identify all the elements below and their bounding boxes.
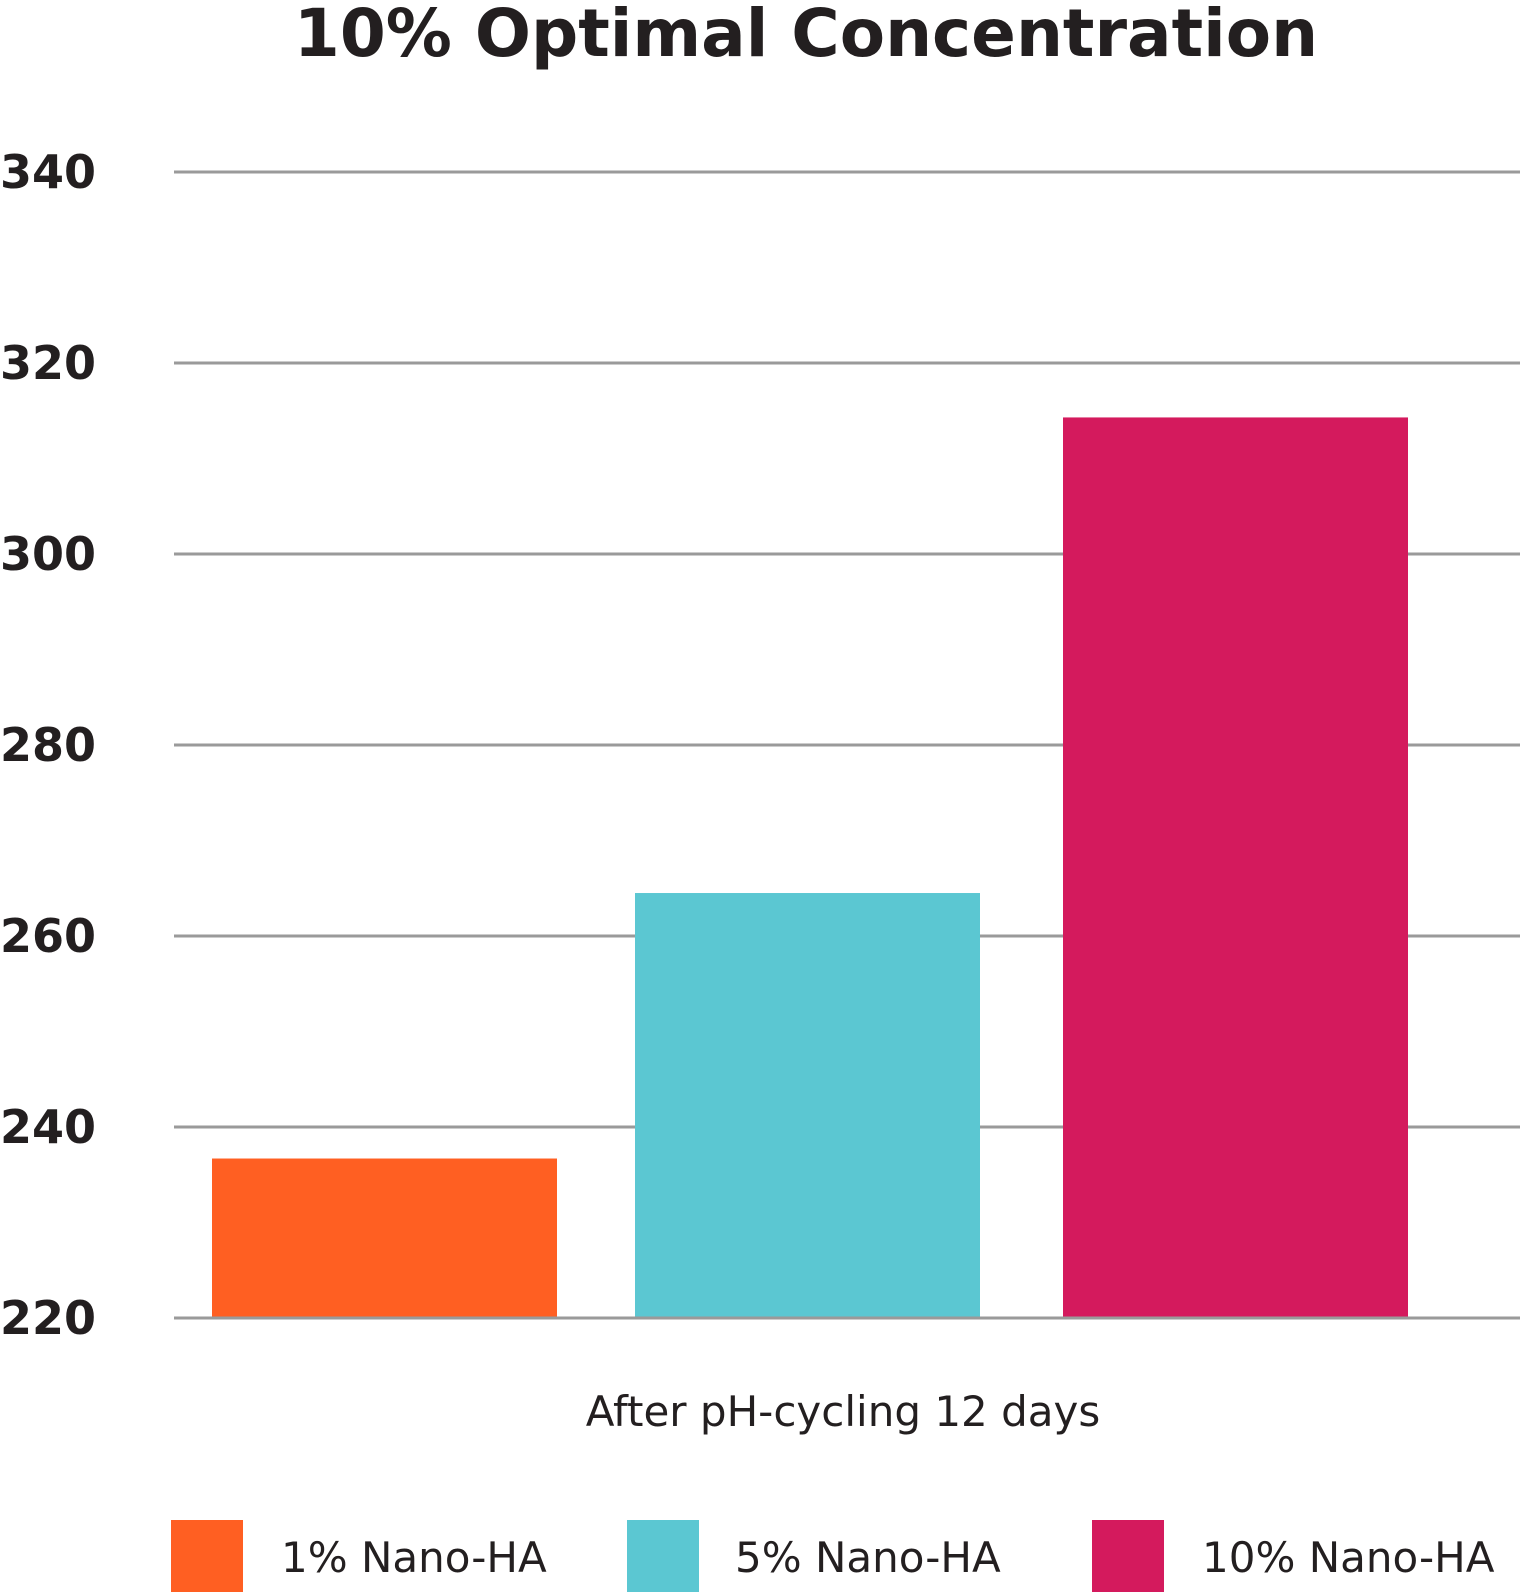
y-tick-label: 260 [0,909,96,963]
y-tick-label: 280 [0,718,96,772]
legend-swatch [627,1520,699,1592]
y-tick-label: 220 [0,1291,96,1345]
legend-swatch [171,1520,243,1592]
chart-title: 10% Optimal Concentration [294,0,1318,72]
legend-swatch [1092,1520,1164,1592]
y-tick-label: 240 [0,1100,96,1154]
y-tick-label: 300 [0,527,96,581]
y-tick-label: 340 [0,145,96,199]
x-category-label: After pH-cycling 12 days [586,1387,1101,1436]
legend-label: 5% Nano-HA [735,1533,1001,1582]
legend-label: 1% Nano-HA [281,1533,547,1582]
y-tick-label: 320 [0,336,96,390]
bars [212,417,1408,1318]
legend-label: 10% Nano-HA [1202,1533,1495,1582]
bar [1063,417,1408,1318]
y-axis-ticks: 220 240 260 280 300 320 340 [0,145,96,1345]
legend: 1% Nano-HA 5% Nano-HA 10% Nano-HA [171,1520,1495,1592]
bar [635,893,980,1318]
bar [212,1158,557,1318]
